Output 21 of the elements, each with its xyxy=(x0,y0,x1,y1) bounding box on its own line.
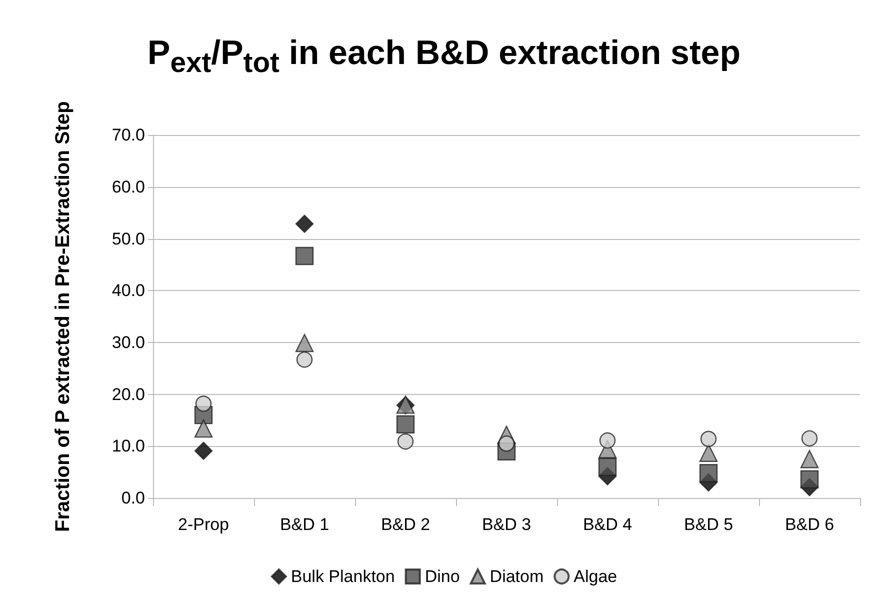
x-tick-label: B&D 4 xyxy=(582,515,632,534)
y-tick-label: 30.0 xyxy=(112,333,145,352)
chart-title: P$_{ext}$/P$_{tot}$ in each B&D extraction step xyxy=(148,34,740,79)
y-axis-title: Fraction of P extracted in Pre-Extraction Step xyxy=(52,101,74,532)
y-tick-label: 70.0 xyxy=(112,126,145,145)
x-tick-label: B&D 2 xyxy=(380,515,430,534)
y-tick-label: 40.0 xyxy=(112,281,145,300)
y-tick-label: 50.0 xyxy=(112,229,145,248)
x-tick-label: 2-Prop xyxy=(178,515,230,534)
x-tick-label: B&D 6 xyxy=(784,515,834,534)
y-tick-label: 60.0 xyxy=(112,178,145,197)
x-tick-label: B&D 3 xyxy=(482,515,532,534)
y-tick-label: 0.0 xyxy=(121,488,145,508)
x-tick-label: B&D 1 xyxy=(280,515,330,534)
legend-label: Algae xyxy=(574,567,618,586)
y-tick-label: 10.0 xyxy=(112,436,145,456)
x-tick-label: B&D 5 xyxy=(684,515,734,534)
legend-label: Dino xyxy=(424,567,460,586)
legend-label: Diatom xyxy=(490,567,544,586)
legend-label: Bulk Plankton xyxy=(290,567,395,586)
y-tick-label: 20.0 xyxy=(112,384,145,404)
